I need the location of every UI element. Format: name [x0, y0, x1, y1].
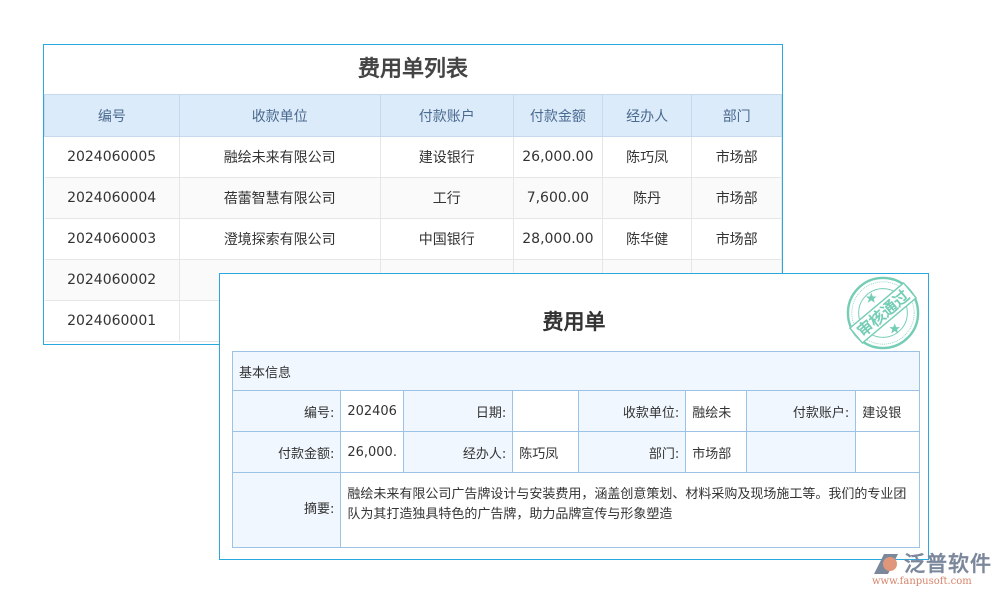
logo-name: 泛普软件 [904, 552, 992, 576]
value-handler: 陈巧凤 [512, 431, 579, 473]
table-cell: 建设银行 [380, 136, 514, 178]
table-cell: 市场部 [691, 177, 782, 219]
column-header[interactable]: 部门 [691, 94, 782, 137]
value-dept: 市场部 [685, 431, 747, 473]
table-cell: 陈丹 [602, 177, 693, 219]
expense-detail-card: 费用单 基本信息 编号: 202406 日期: 收款单位: 融绘未 付款账户: … [219, 273, 929, 560]
basic-info-table: 基本信息 编号: 202406 日期: 收款单位: 融绘未 付款账户: 建设银 … [231, 351, 920, 548]
value-no: 202406 [340, 390, 404, 432]
table-cell: 2024060001 [44, 300, 180, 342]
logo-url: www.fanpusoft.com [872, 576, 972, 587]
label-account: 付款账户: [745, 390, 857, 432]
detail-title: 费用单 [542, 310, 606, 334]
table-cell: 28,000.00 [513, 218, 603, 260]
label-amount: 付款金额: [231, 431, 342, 473]
label-summary: 摘要: [231, 472, 342, 548]
table-cell: 2024060003 [44, 218, 180, 260]
value-amount: 26,000. [340, 431, 404, 473]
table-cell: 蓓蕾智慧有限公司 [179, 177, 381, 219]
table-row[interactable]: 2024060004 蓓蕾智慧有限公司 工行 7,600.00 陈丹 市场部 [44, 177, 782, 219]
table-cell: 7,600.00 [513, 177, 603, 219]
logo-mark-icon [874, 554, 898, 574]
empty-value [855, 431, 920, 473]
table-cell: 工行 [380, 177, 514, 219]
value-account: 建设银 [855, 390, 920, 432]
table-row[interactable]: 2024060005 融绘未来有限公司 建设银行 26,000.00 陈巧凤 市场部 [44, 136, 782, 178]
table-cell: 2024060002 [44, 259, 180, 301]
brand-logo: 泛普软件 www.fanpusoft.com [872, 552, 992, 592]
table-cell: 2024060004 [44, 177, 180, 219]
column-header[interactable]: 付款账户 [379, 94, 514, 137]
value-summary: 融绘未来有限公司广告牌设计与安装费用，涵盖创意策划、材料采购及现场施工等。我们的… [340, 472, 920, 548]
table-cell: 市场部 [691, 218, 782, 260]
column-header[interactable]: 收款单位 [178, 94, 381, 137]
table-cell: 2024060005 [44, 136, 180, 178]
table-cell: 融绘未来有限公司 [179, 136, 381, 178]
section-basic-info: 基本信息 [232, 351, 920, 391]
column-header[interactable]: 经办人 [601, 94, 693, 137]
table-cell: 陈华健 [602, 218, 693, 260]
label-handler: 经办人: [402, 431, 514, 473]
table-row[interactable]: 2024060003 澄境探索有限公司 中国银行 28,000.00 陈华健 市场部 [44, 218, 782, 260]
table-cell: 澄境探索有限公司 [179, 218, 381, 260]
label-date: 日期: [402, 390, 514, 432]
column-header[interactable]: 编号 [44, 94, 180, 137]
empty-label [745, 431, 857, 473]
table-cell: 中国银行 [380, 218, 514, 260]
label-dept: 部门: [577, 431, 687, 473]
column-header[interactable]: 付款金额 [512, 94, 603, 137]
value-payee: 融绘未 [685, 390, 747, 432]
table-cell: 陈巧凤 [602, 136, 693, 178]
label-payee: 收款单位: [577, 390, 687, 432]
label-no: 编号: [231, 390, 342, 432]
list-title: 费用单列表 [357, 57, 468, 82]
table-cell: 市场部 [691, 136, 782, 178]
value-date [512, 390, 579, 432]
table-cell: 26,000.00 [513, 136, 603, 178]
